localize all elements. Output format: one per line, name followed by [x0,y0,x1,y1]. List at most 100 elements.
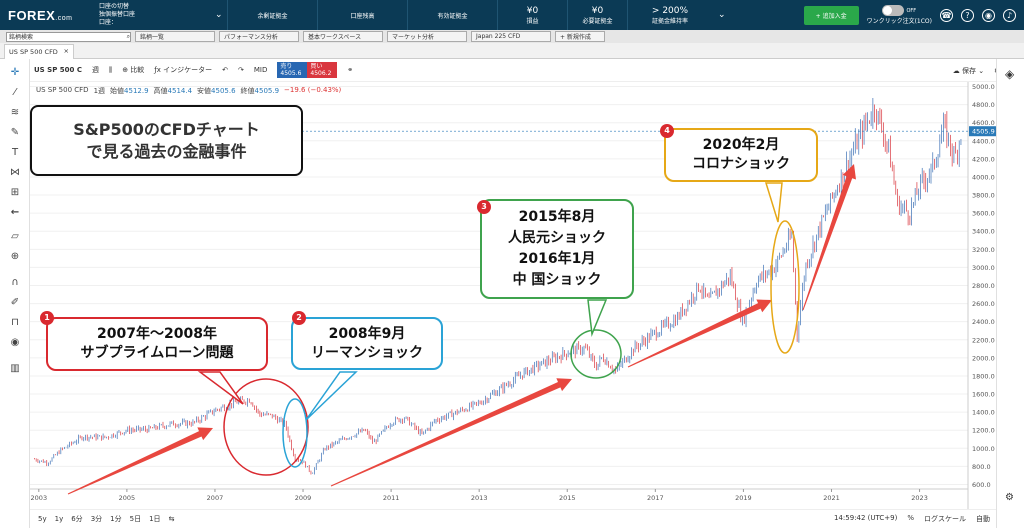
phone-icon[interactable]: ☎ [940,8,953,22]
y-tick-label: 2800.0 [972,282,995,290]
tab-japan225[interactable]: Japan 225 CFD [471,31,551,42]
chevron-down-icon[interactable]: ⌄ [215,10,223,20]
trendline-icon[interactable]: ⁄ [14,87,16,98]
annotation-line: 2020年2月 [702,137,780,153]
undo-icon[interactable]: ↶ [222,66,229,74]
instrument-tab-bar: US SP 500 CFD × [0,43,1024,59]
x-tick-label: 2023 [911,494,928,502]
chevron-down-icon[interactable]: ⌄ [718,10,726,20]
last-price-label: 4505.9 [972,128,995,136]
tab-new[interactable]: + 新規作成 [555,31,605,42]
y-tick-label: 3200.0 [972,246,995,254]
top-bar: FOREX.com 口座の切替 独個振替口座 口座： ⌄ 余剰証拠金 口座残高 … [0,0,1024,30]
ohlc-open: 始値4512.9 [110,87,149,95]
range-5d[interactable]: 5日 [129,515,142,523]
annotation-line: サブプライムローン問題 [80,345,234,361]
range-5y[interactable]: 5y [38,515,47,523]
range-3m[interactable]: 3分 [90,515,103,523]
range-1y[interactable]: 1y [54,515,64,523]
y-tick-label: 4000.0 [972,173,995,181]
china-tail [587,299,608,337]
zoom-icon[interactable]: ⊕ [10,251,20,262]
range-6m[interactable]: 6分 [71,515,83,523]
percent-toggle[interactable]: % [907,514,914,522]
x-tick-label: 2021 [823,494,840,502]
x-tick-label: 2015 [559,494,576,502]
workspace-bar: 銘柄検索 ⌕ 銘柄一覧 パフォーマンス分析 基本ワークスペース マーケット分析 J… [0,30,1024,43]
y-tick-label: 2600.0 [972,300,995,308]
y-tick-label: 1600.0 [972,391,995,399]
pattern-icon[interactable]: ⋈ [10,167,20,178]
account-icon[interactable]: ◉ [982,8,995,22]
layers-icon[interactable]: ◈ [1005,67,1015,81]
lock-drawing-icon[interactable]: ✐ [10,297,20,308]
trend-arrow [330,378,572,487]
annotation-line: 2007年～2008年 [97,326,217,342]
y-tick-label: 5000.0 [972,83,995,91]
lock-icon[interactable]: ⊓ [11,317,19,328]
chart-title-box: S&P500のCFDチャート で見る過去の金融事件 [30,105,303,176]
indicator-button[interactable]: ƒx インジケーター [154,66,213,74]
account-switcher[interactable]: 口座の切替 独個振替口座 口座： [95,3,215,27]
period-selector[interactable]: 週 [91,66,99,74]
redo-icon[interactable]: ↷ [238,66,244,74]
crosshair-icon[interactable]: ✛ [10,67,20,78]
tab-market-analysis[interactable]: マーケット分析 [387,31,467,42]
buy-button[interactable]: 買い 4506.2 [307,62,338,78]
trend-arrow [802,164,856,311]
y-tick-label: 4200.0 [972,155,995,163]
link-icon[interactable]: ⚭ [347,66,354,74]
chart-settings-icon[interactable]: ⚙ [1005,492,1014,503]
trash-icon[interactable]: ▥ [10,363,20,374]
drawing-toolbar: ✛ ⁄ ≋ ✎ T ⋈ ⊞ ← ▱ ⊕ ∩ ✐ ⊓ ◉ ▥ [0,59,30,528]
y-tick-label: 3600.0 [972,210,995,218]
log-scale-toggle[interactable]: ログスケール [924,515,966,523]
oneclick-label: ワンクリック注文(1CO) [866,18,932,25]
search-input[interactable]: 銘柄検索 ⌕ [6,31,131,42]
y-tick-label: 2200.0 [972,336,995,344]
lehman-circle [282,398,308,468]
x-tick-label: 2017 [647,494,664,502]
price-mode[interactable]: MID [253,66,268,74]
symbol-selector[interactable]: US SP 500 C [34,66,82,74]
subprime-tail [197,371,244,405]
deposit-button[interactable]: + 追加入金 [803,5,859,25]
annotation-line: コロナショック [692,156,790,172]
magnet-icon[interactable]: ∩ [11,277,19,288]
close-icon[interactable]: × [63,47,69,55]
bell-icon[interactable]: ♪ [1003,8,1016,22]
range-1d[interactable]: 1日 [149,515,161,523]
instrument-tab[interactable]: US SP 500 CFD × [4,44,74,59]
title-line-2: で見る過去の金融事件 [86,141,247,161]
compare-button[interactable]: ⊕ 比較 [122,66,145,74]
fibonacci-icon[interactable]: ≋ [10,107,20,118]
sell-button[interactable]: 売り 4505.6 [277,62,308,78]
annotation-line: 2008年9月 [328,325,406,342]
date-range-icon[interactable]: ⇆ [168,515,175,523]
eye-icon[interactable]: ◉ [10,337,20,348]
back-arrow-icon[interactable]: ← [10,207,20,218]
annotation-badge: 3 [477,200,491,214]
forex-logo[interactable]: FOREX.com [8,7,73,23]
chart-type-icon[interactable]: ⫼ [108,65,113,74]
tab-basic-workspace[interactable]: 基本ワークスペース [303,31,383,42]
ruler-icon[interactable]: ▱ [11,231,19,242]
ohlc-legend: US SP 500 CFD 1週 始値4512.9 高値4514.4 安値450… [36,86,341,96]
y-tick-label: 2400.0 [972,318,995,326]
tab-instrument-list[interactable]: 銘柄一覧 [135,31,215,42]
help-icon[interactable]: ? [961,8,974,22]
y-tick-label: 4600.0 [972,119,995,127]
corona-circle [770,220,800,354]
tab-performance[interactable]: パフォーマンス分析 [219,31,299,42]
measure-icon[interactable]: ⊞ [10,187,20,198]
save-button[interactable]: ☁ 保存 ⌄ [952,66,985,75]
clock: 14:59:42 (UTC+9) [834,514,898,522]
search-icon[interactable]: ⌕ [126,32,130,40]
text-icon[interactable]: T [11,147,19,158]
oneclick-toggle[interactable] [882,5,905,16]
x-tick-label: 2009 [295,494,312,502]
auto-scale-toggle[interactable]: 自動 [976,515,990,523]
range-1m[interactable]: 1分 [110,515,122,523]
brush-icon[interactable]: ✎ [10,127,20,138]
oneclick-toggle-group[interactable]: OFF ワンクリック注文(1CO) [867,5,932,25]
